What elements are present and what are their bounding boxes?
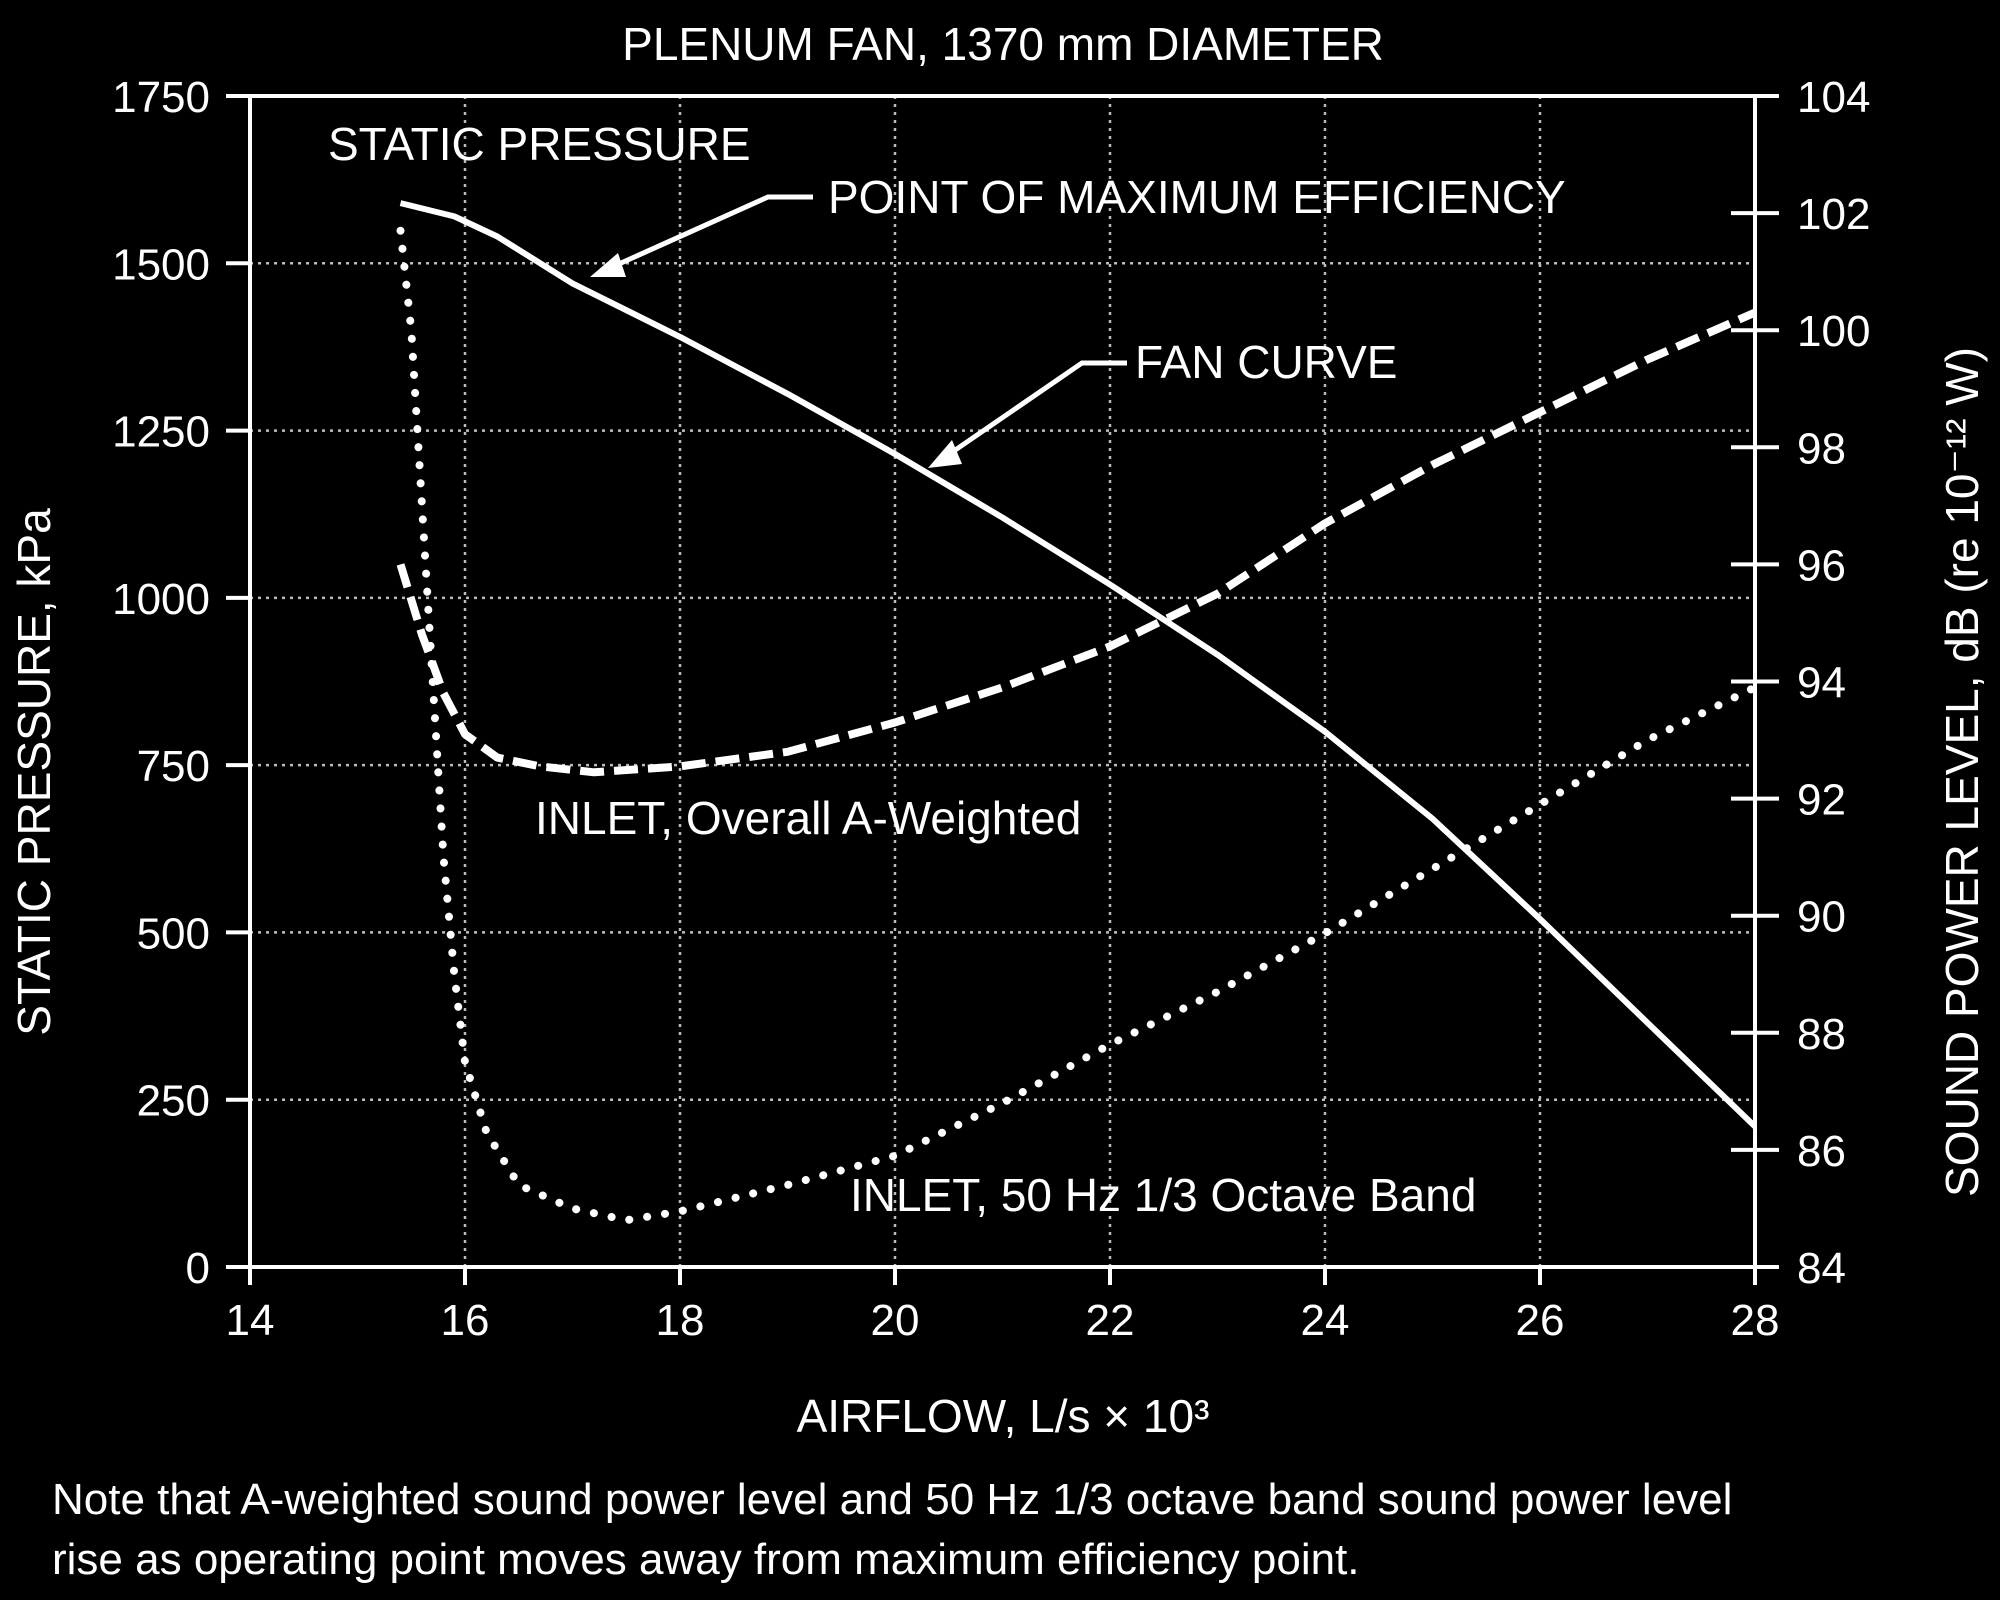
series-line-dashed <box>396 308 1757 777</box>
y2-tick-label: 88 <box>1797 1010 1846 1059</box>
y2-tick-label: 86 <box>1797 1127 1846 1176</box>
x-tick-label: 20 <box>871 1296 920 1345</box>
y2-tick-label: 92 <box>1797 776 1846 825</box>
y-tick-label: 500 <box>137 909 210 958</box>
y2-tick-label: 84 <box>1797 1244 1846 1293</box>
label-inlet-a-weighted: INLET, Overall A-Weighted <box>535 792 1081 844</box>
label-fan-curve: FAN CURVE <box>1135 336 1397 388</box>
y-tick-label: 250 <box>137 1077 210 1126</box>
y2-tick-label: 100 <box>1797 307 1870 356</box>
figure-note: Note that A-weighted sound power level a… <box>52 1470 1972 1590</box>
x-tick-label: 26 <box>1516 1296 1565 1345</box>
x-axis-label: AIRFLOW, L/s × 10³ <box>797 1390 1210 1442</box>
series-line-dotted <box>396 226 1759 1225</box>
label-inlet-50hz: INLET, 50 Hz 1/3 Octave Band <box>850 1169 1476 1221</box>
x-tick-label: 28 <box>1731 1296 1780 1345</box>
grid-lines <box>250 96 1755 1267</box>
x-tick-label: 16 <box>441 1296 490 1345</box>
note-line-1: Note that A-weighted sound power level a… <box>52 1475 1733 1524</box>
fan-curve-arrowhead <box>928 440 962 468</box>
y2-tick-label: 94 <box>1797 659 1846 708</box>
y-tick-label: 1000 <box>112 575 210 624</box>
y2-tick-label: 104 <box>1797 73 1870 122</box>
y-tick-label: 1500 <box>112 240 210 289</box>
y2-tick-label: 96 <box>1797 541 1846 590</box>
y2-tick-label: 98 <box>1797 424 1846 473</box>
series-lines <box>396 200 1759 1225</box>
y-tick-label: 1250 <box>112 408 210 457</box>
label-max-efficiency: POINT OF MAXIMUM EFFICIENCY <box>828 171 1566 223</box>
x-tick-label: 18 <box>656 1296 705 1345</box>
x-tick-label: 24 <box>1301 1296 1350 1345</box>
fan-curve-arrow-line <box>946 360 1127 458</box>
label-static-pressure: STATIC PRESSURE <box>328 118 751 170</box>
y-axis-label: STATIC PRESSURE, kPa <box>8 508 60 1036</box>
x-tick-label: 22 <box>1086 1296 1135 1345</box>
max-efficiency-arrow-line <box>608 194 813 271</box>
max-efficiency-arrowhead <box>590 253 626 277</box>
chart-title: PLENUM FAN, 1370 mm DIAMETER <box>622 18 1384 70</box>
x-tick-label: 14 <box>226 1296 275 1345</box>
note-line-2: rise as operating point moves away from … <box>52 1535 1360 1584</box>
axis-ticks: 14 16 18 20 22 24 26 28 0 250 500 750 1000 1250 1500 17… <box>112 73 1870 1345</box>
series-line-solid <box>399 200 1758 1129</box>
y2-tick-label: 102 <box>1797 190 1870 239</box>
y2-tick-label: 90 <box>1797 893 1846 942</box>
y2-axis-label: SOUND POWER LEVEL, dB (re 10⁻¹² W) <box>1936 347 1988 1197</box>
fan-chart: 14 16 18 20 22 24 26 28 0 250 500 750 1000 1250 1500 17… <box>8 18 1988 1442</box>
y-tick-label: 750 <box>137 742 210 791</box>
y-tick-label: 1750 <box>112 73 210 122</box>
annotation-arrows <box>590 194 1127 468</box>
y-tick-label: 0 <box>186 1244 210 1293</box>
